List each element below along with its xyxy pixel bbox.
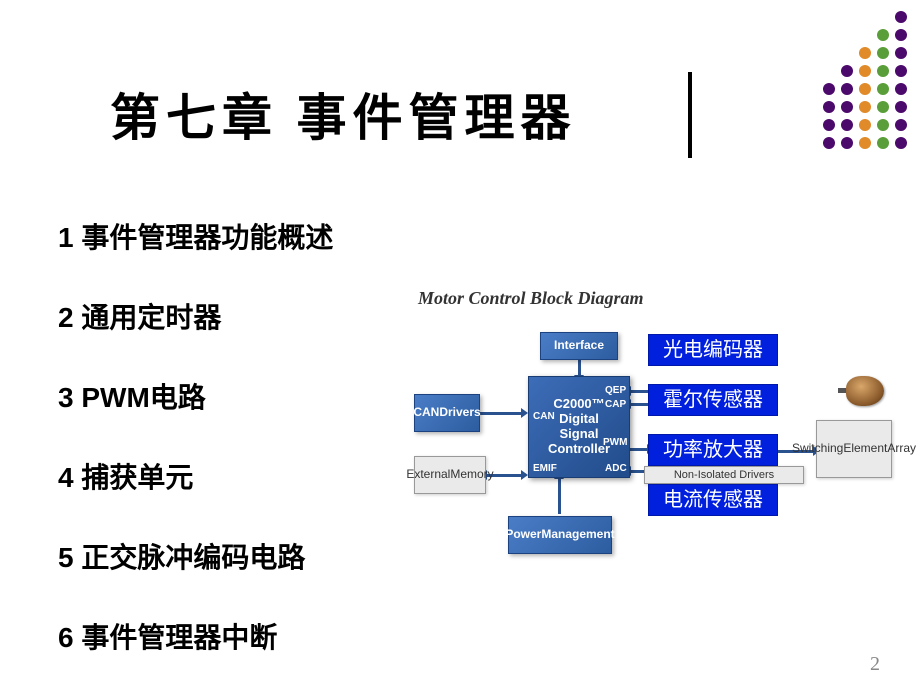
arrow xyxy=(578,360,581,376)
decor-dot xyxy=(877,47,889,59)
topic-item-5: 5 正交脉冲编码电路 xyxy=(58,536,333,576)
decor-dot xyxy=(877,29,889,41)
external-memory-block: ExternalMemory xyxy=(414,456,486,494)
decor-dot xyxy=(895,11,907,23)
decor-dot xyxy=(895,101,907,113)
hall-sensor-block: 霍尔传感器 xyxy=(648,384,778,416)
decor-dot xyxy=(895,83,907,95)
topic-item-4: 4 捕获单元 xyxy=(58,456,333,496)
decor-dot xyxy=(895,47,907,59)
decor-dot xyxy=(859,119,871,131)
opt-encoder-block: 光电编码器 xyxy=(648,334,778,366)
decor-dot xyxy=(877,119,889,131)
pin-label-cap: CAP xyxy=(605,399,626,411)
pin-label-can: CAN xyxy=(533,411,555,423)
page-number: 2 xyxy=(870,653,880,676)
motor-control-diagram: Non-Isolated DriversC2000™DigitalSignalC… xyxy=(400,318,910,570)
slide-title: 第七章 事件管理器 xyxy=(110,78,577,150)
pin-label-emif: EMIF xyxy=(533,463,557,475)
topic-item-1: 1 事件管理器功能概述 xyxy=(58,216,333,256)
decor-dot xyxy=(823,101,835,113)
slide-title-area: 第七章 事件管理器 xyxy=(110,78,577,150)
decor-dot xyxy=(841,83,853,95)
topic-item-3: 3 PWM电路 xyxy=(58,376,333,416)
dsp-controller-block: C2000™DigitalSignalControllerQEPCAPPWMAD… xyxy=(528,376,630,478)
decor-dot xyxy=(877,101,889,113)
decor-dot xyxy=(841,65,853,77)
switching-array-block: SwitchingElementArray xyxy=(816,420,892,478)
diagram-caption: Motor Control Block Diagram xyxy=(418,288,644,309)
decor-dot xyxy=(859,47,871,59)
interface-block: Interface xyxy=(540,332,618,360)
decor-dot xyxy=(877,65,889,77)
decor-dot xyxy=(823,83,835,95)
arrow xyxy=(630,390,648,393)
topic-item-2: 2 通用定时器 xyxy=(58,296,333,336)
decor-dot xyxy=(841,119,853,131)
power-amp-block: 功率放大器 xyxy=(648,434,778,466)
decor-dot xyxy=(823,137,835,149)
pin-label-pwm: PWM xyxy=(603,437,627,449)
topic-list: 1 事件管理器功能概述 2 通用定时器 3 PWM电路 4 捕获单元 5 正交脉冲编码电… xyxy=(58,216,333,656)
corner-dot-grid xyxy=(820,8,910,152)
topic-item-6: 6 事件管理器中断 xyxy=(58,616,333,656)
non-isolated-drivers-block: Non-Isolated Drivers xyxy=(644,466,804,484)
arrow xyxy=(630,403,648,406)
decor-dot xyxy=(895,29,907,41)
motor-icon xyxy=(838,370,896,412)
arrow xyxy=(630,448,648,451)
decor-dot xyxy=(877,137,889,149)
decor-dot xyxy=(859,65,871,77)
decor-dot xyxy=(895,137,907,149)
decor-dot xyxy=(859,101,871,113)
pin-label-adc: ADC xyxy=(605,463,627,475)
arrow xyxy=(558,478,561,514)
title-divider xyxy=(688,72,692,158)
decor-dot xyxy=(877,83,889,95)
decor-dot xyxy=(841,101,853,113)
decor-dot xyxy=(841,137,853,149)
can-drivers-block: CANDrivers xyxy=(414,394,480,432)
arrow xyxy=(480,412,522,415)
current-sensor-block: 电流传感器 xyxy=(648,484,778,516)
decor-dot xyxy=(859,137,871,149)
decor-dot xyxy=(895,119,907,131)
decor-dot xyxy=(895,65,907,77)
decor-dot xyxy=(823,119,835,131)
pin-label-qep: QEP xyxy=(605,385,626,397)
decor-dot xyxy=(859,83,871,95)
power-mgmt-block: PowerManagement xyxy=(508,516,612,554)
